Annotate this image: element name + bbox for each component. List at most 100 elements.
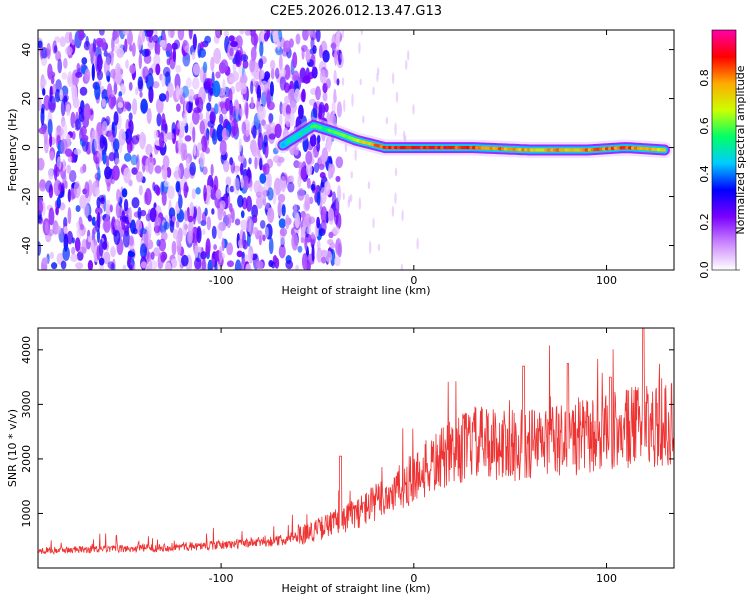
noise-blob: [179, 87, 184, 95]
noise-blob: [217, 207, 223, 221]
noise-blob: [394, 167, 398, 177]
noise-blob: [311, 244, 315, 262]
noise-blob: [320, 206, 328, 223]
noise-blob: [97, 211, 101, 229]
noise-blob: [196, 142, 203, 152]
noise-blob: [306, 178, 311, 189]
noise-blob: [152, 81, 160, 89]
noise-blob: [367, 181, 371, 190]
noise-blob: [122, 264, 127, 270]
noise-blob: [218, 113, 224, 125]
noise-blob: [259, 157, 263, 171]
noise-blob: [262, 163, 270, 175]
noise-blob: [60, 99, 66, 117]
noise-blob: [74, 237, 81, 252]
noise-blob: [337, 184, 342, 203]
noise-blob: [416, 237, 419, 250]
noise-blob: [141, 48, 150, 57]
noise-blob: [157, 43, 161, 56]
noise-blob: [235, 51, 241, 66]
noise-blob: [48, 207, 55, 226]
noise-blob: [412, 104, 415, 115]
noise-blob: [62, 172, 67, 186]
noise-blob: [59, 36, 66, 48]
noise-blob: [306, 30, 314, 36]
noise-blob: [127, 30, 133, 46]
noise-blob: [303, 213, 312, 228]
colorbar-tick-label: 0.4: [698, 165, 711, 183]
noise-blob: [101, 120, 108, 136]
noise-blob: [354, 148, 357, 162]
noise-blob: [129, 64, 136, 74]
spectrogram-frame: [37, 29, 675, 271]
noise-blob: [162, 155, 170, 169]
noise-blob: [350, 193, 353, 203]
noise-blob: [96, 54, 103, 72]
noise-blob: [174, 73, 181, 92]
noise-blob: [287, 181, 295, 193]
noise-blob: [90, 239, 95, 253]
noise-blob: [234, 259, 242, 270]
noise-blob: [148, 67, 154, 76]
noise-blob: [196, 149, 200, 158]
noise-blob: [161, 166, 168, 180]
noise-blob: [331, 101, 336, 115]
noise-blob: [161, 112, 166, 129]
noise-blob: [180, 96, 184, 105]
noise-blob: [60, 120, 68, 138]
noise-blob: [391, 205, 395, 217]
noise-blob: [240, 82, 247, 95]
noise-blob: [218, 221, 227, 232]
noise-blob: [46, 42, 51, 60]
noise-blob: [359, 78, 362, 86]
noise-blob: [164, 261, 172, 270]
noise-blob: [376, 72, 379, 83]
noise-blob: [140, 98, 148, 114]
snr-y-axis: 1000 2000 3000 4000: [20, 336, 674, 527]
noise-blob: [192, 33, 197, 51]
noise-blob: [101, 98, 107, 108]
noise-blob: [294, 88, 301, 103]
x-tick-label: 0: [410, 572, 417, 585]
noise-blob: [181, 254, 189, 267]
noise-blob: [332, 226, 340, 235]
noise-blob: [67, 207, 72, 225]
noise-blob: [280, 172, 288, 181]
noise-blob: [256, 195, 264, 209]
noise-blob: [394, 122, 397, 136]
noise-blob: [234, 218, 241, 226]
noise-blob: [189, 201, 194, 218]
noise-blob: [336, 78, 340, 86]
snr-series: [38, 328, 674, 555]
noise-blob: [66, 164, 72, 174]
noise-blob: [76, 251, 84, 261]
noise-blob: [189, 161, 196, 176]
noise-blob: [164, 123, 168, 134]
noise-blob: [252, 216, 258, 224]
noise-blob: [313, 162, 320, 173]
noise-blob: [204, 207, 208, 217]
noise-blob: [187, 215, 194, 223]
noise-blob: [68, 31, 73, 44]
noise-blob: [202, 229, 206, 236]
noise-blob: [297, 245, 303, 253]
noise-blob: [116, 65, 121, 84]
noise-blob: [284, 113, 292, 128]
noise-blob: [219, 142, 227, 156]
noise-blob: [263, 32, 269, 42]
noise-blob: [236, 250, 243, 258]
noise-blob: [84, 181, 90, 199]
noise-blob: [240, 219, 248, 231]
noise-blob: [306, 226, 312, 235]
noise-blob: [114, 219, 120, 231]
noise-blob: [297, 187, 305, 201]
noise-blob: [250, 46, 257, 62]
chart-title: C2E5.2026.012.13.47.G13: [270, 4, 442, 19]
noise-blob: [140, 261, 147, 269]
noise-blob: [180, 142, 187, 155]
noise-blob: [325, 69, 329, 79]
noise-blob: [259, 219, 266, 229]
noise-blob: [194, 257, 202, 270]
noise-blob: [65, 46, 73, 56]
noise-blob: [137, 35, 142, 51]
